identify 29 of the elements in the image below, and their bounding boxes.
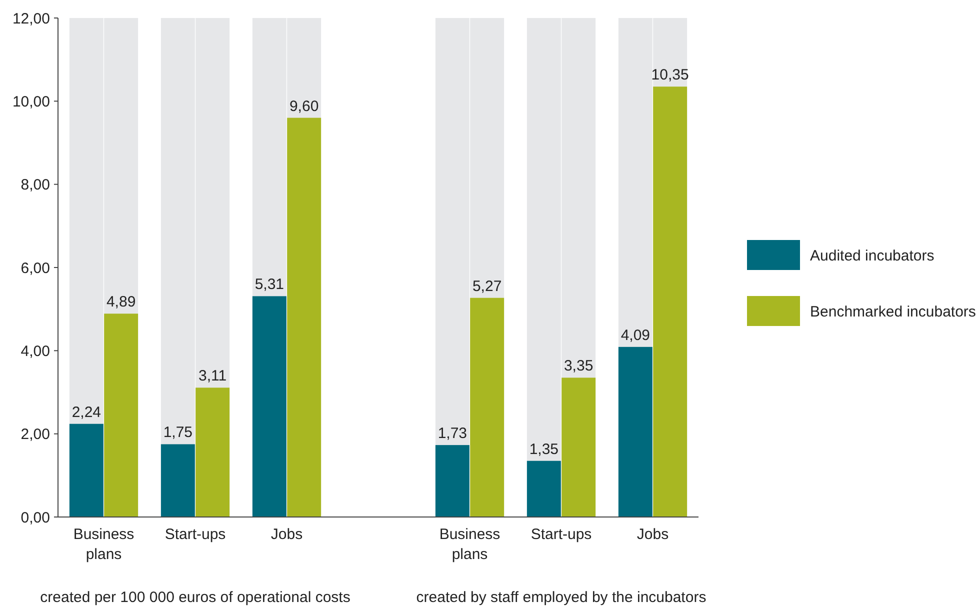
y-tick-label: 0,00 <box>20 509 50 526</box>
x-tick-label: Jobs <box>270 526 303 543</box>
data-label: 1,35 <box>529 440 559 458</box>
x-tick-label: Jobs <box>636 526 669 543</box>
y-tick-label: 2,00 <box>20 426 50 444</box>
x-tick-label: Start-ups <box>164 526 226 543</box>
x-tick-label: Business plans <box>439 526 500 563</box>
text: created per 100 000 euros of operational costs <box>40 589 350 606</box>
data-label: 4,09 <box>620 326 650 344</box>
data-label: 2,24 <box>72 404 102 421</box>
data-label: 10,35 <box>651 66 689 84</box>
y-tick-label: 12,00 <box>12 10 50 28</box>
y-tick-label: 4,00 <box>20 342 50 360</box>
data-label: 3,35 <box>564 358 594 375</box>
data-label: 5,31 <box>254 276 284 294</box>
data-label: 1,73 <box>438 425 468 442</box>
x-tick-label: Start-ups <box>530 526 592 543</box>
data-label: 9,60 <box>289 98 319 115</box>
data-label: 1,75 <box>163 424 193 442</box>
y-tick-label: 6,00 <box>20 260 50 277</box>
y-tick-label: 8,00 <box>20 176 50 194</box>
data-label: 3,11 <box>198 368 227 385</box>
legend-label: Benchmarked incubators <box>810 303 976 320</box>
legend-label: Audited incubators <box>810 247 934 264</box>
y-tick-label: 10,00 <box>12 93 50 110</box>
data-label: 4,89 <box>106 294 136 311</box>
data-label: 5,27 <box>472 278 502 295</box>
x-tick-label: Business plans <box>73 526 134 563</box>
text: created by staff employed by the incubators <box>416 589 706 606</box>
